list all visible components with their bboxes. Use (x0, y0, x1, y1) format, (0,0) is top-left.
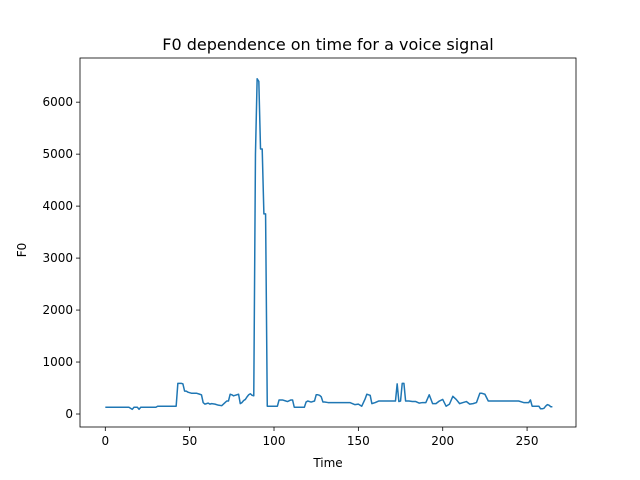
chart-title: F0 dependence on time for a voice signal (162, 35, 493, 54)
y-tick-label: 0 (65, 407, 73, 421)
y-tick-label: 5000 (42, 147, 73, 161)
y-tick-label: 2000 (42, 303, 73, 317)
plot-frame (79, 57, 577, 428)
y-axis-label: F0 (15, 243, 29, 258)
x-tick-label: 250 (516, 434, 539, 448)
y-tick-label: 4000 (42, 199, 73, 213)
x-tick-label: 100 (263, 434, 286, 448)
x-tick-label: 200 (431, 434, 454, 448)
x-tick-label: 50 (182, 434, 197, 448)
x-axis-label: Time (312, 456, 342, 470)
x-axis: 0 50 100 150 200 250 (101, 427, 539, 448)
y-tick-label: 1000 (42, 355, 73, 369)
y-tick-label: 6000 (42, 95, 73, 109)
x-tick-label: 0 (101, 434, 109, 448)
series-line-0 (105, 78, 553, 411)
y-tick-label: 3000 (42, 251, 73, 265)
y-axis: 0 1000 2000 3000 4000 5000 6000 (42, 95, 80, 421)
plot-area (79, 57, 577, 428)
x-tick-label: 150 (347, 434, 370, 448)
